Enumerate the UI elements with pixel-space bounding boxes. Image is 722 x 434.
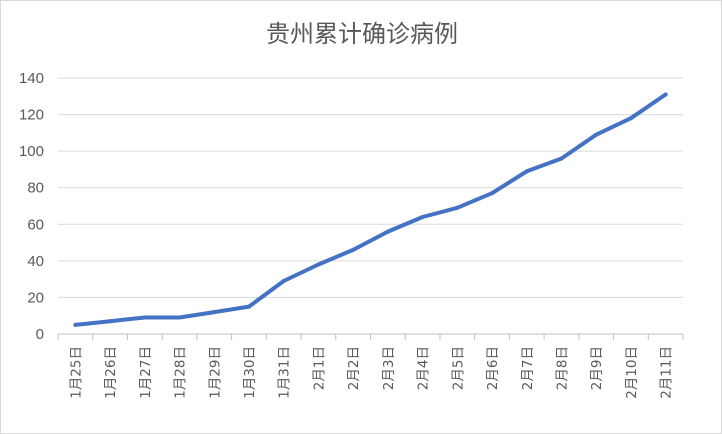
x-tick-label: 2月10日 [624,346,640,399]
data-point [490,191,494,196]
y-tick-label: 100 [19,143,44,160]
chart-title: 贵州累计确诊病例 [266,20,458,48]
x-tick-label: 1月25日 [68,346,84,399]
y-tick-label: 20 [27,289,44,306]
x-tick-label: 2月6日 [485,346,501,390]
y-axis-ticks: 0 20 40 60 80 100 120 140 [19,70,44,343]
x-tick-label: 1月29日 [207,346,223,399]
y-tick-label: 0 [36,326,44,343]
x-tick-label: 2月11日 [659,346,675,399]
data-point [524,169,529,174]
x-tick-label: 2月2日 [346,346,362,390]
data-point [420,215,425,219]
x-tick-label: 2月4日 [416,346,432,390]
x-tick-label: 2月8日 [554,346,570,390]
data-point [177,315,182,320]
data-point [455,205,460,210]
data-point [316,262,321,267]
x-tick-label: 2月1日 [311,346,327,390]
x-tick-label: 1月26日 [103,346,119,399]
x-tick-label: 2月9日 [589,346,605,390]
x-tick-label: 1月27日 [138,346,154,399]
y-tick-label: 60 [27,216,44,233]
x-tick-label: 1月30日 [242,346,258,399]
data-point [594,132,599,137]
data-point [385,229,390,234]
y-tick-label: 140 [19,70,44,87]
x-axis [57,333,684,340]
data-point [247,304,251,309]
x-tick-label: 2月7日 [520,346,536,390]
data-point [142,315,147,320]
gridlines [58,77,683,298]
x-axis-ticks: 1月25日 1月26日 1月27日 1月28日 1月29日 1月30日 1月31日 2月1日 2… [68,346,674,399]
data-point [559,156,564,161]
data-point [212,310,217,315]
y-tick-label: 80 [27,180,44,197]
y-tick-label: 120 [19,107,44,124]
data-point [663,92,668,97]
y-tick-label: 40 [27,253,44,270]
series-layer [73,92,668,327]
data-point [73,322,78,327]
x-tick-label: 2月3日 [381,346,397,390]
x-tick-label: 1月31日 [277,346,293,399]
series-line-0 [73,92,668,327]
data-point [281,279,286,283]
x-tick-label: 2月5日 [450,346,466,390]
data-point [108,319,113,324]
x-tick-label: 1月28日 [173,346,189,399]
data-point [628,116,633,121]
data-point [351,247,356,252]
